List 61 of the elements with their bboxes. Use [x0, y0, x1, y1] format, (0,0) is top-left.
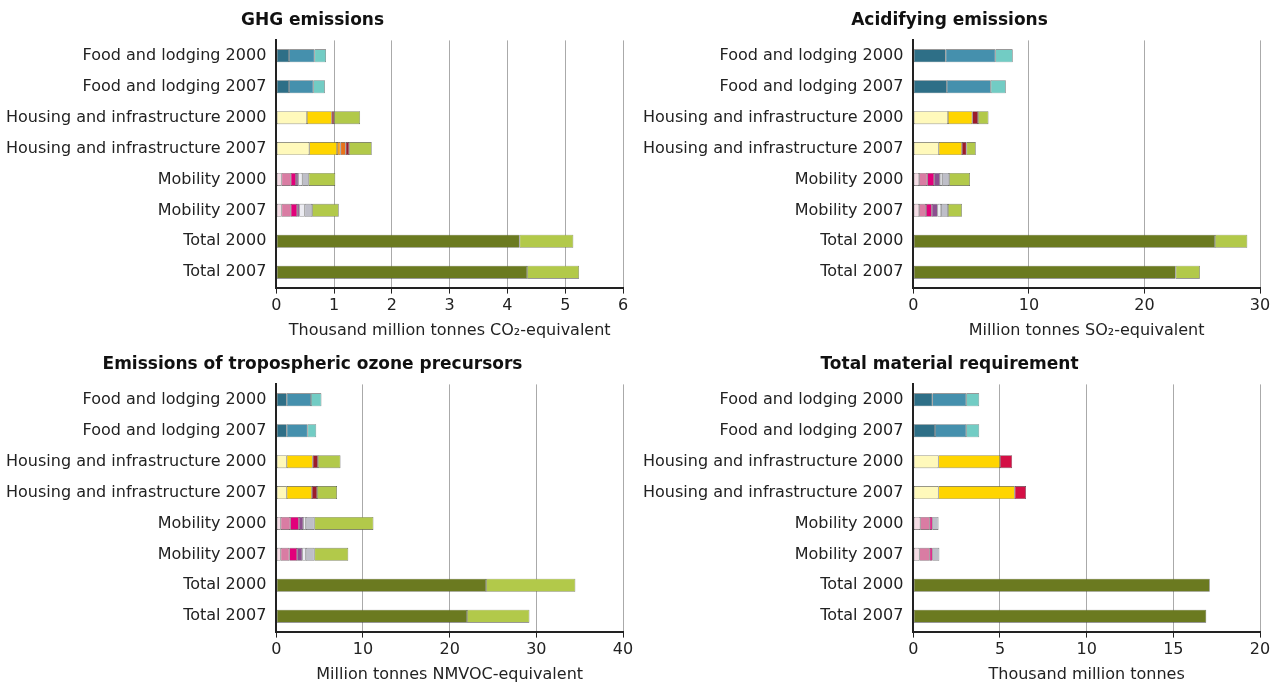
x-tick-label: 20	[439, 639, 460, 659]
x-axis-title: Thousand million tonnes	[987, 663, 1185, 683]
y-tick-label: Mobility 2000	[794, 512, 904, 532]
x-tick-label: 5	[560, 295, 571, 315]
chart-title: GHG emissions	[240, 8, 385, 29]
y-tick-label: Food and lodging 2000	[719, 45, 904, 65]
x-tick-label: 5	[994, 639, 1006, 659]
y-tick-label: Mobility 2000	[157, 168, 267, 188]
x-tick-label: 6	[617, 295, 629, 315]
y-tick-label: Housing and infrastructure 2007	[643, 481, 904, 501]
y-tick-label: Food and lodging 2000	[82, 45, 267, 65]
chart-title: Emissions of tropospheric ozone precursors	[102, 352, 523, 373]
y-tick-label: Total 2000	[182, 574, 267, 594]
x-tick-label: 30	[526, 639, 547, 659]
x-tick-label: 4	[502, 295, 513, 315]
x-tick-label: 0	[908, 295, 919, 315]
y-tick-label: Food and lodging 2007	[82, 419, 267, 439]
chart-title: Total material requirement	[820, 352, 1079, 373]
x-tick-label: 3	[444, 295, 455, 315]
y-tick-label: Housing and infrastructure 2000	[6, 106, 267, 126]
y-tick-label: Mobility 2007	[794, 543, 904, 563]
y-tick-label: Total 2007	[819, 605, 904, 625]
x-axis-title: Thousand million tonnes CO₂-equivalent	[287, 319, 611, 339]
y-tick-label: Food and lodging 2000	[82, 389, 267, 409]
y-tick-label: Housing and infrastructure 2007	[6, 481, 267, 501]
x-tick-label: 10	[352, 639, 374, 659]
x-axis-title: Million tonnes NMVOC-equivalent	[316, 663, 584, 683]
y-tick-label: Mobility 2000	[157, 512, 267, 532]
y-tick-label: Total 2000	[819, 230, 904, 250]
x-axis-title: Million tonnes SO₂-equivalent	[968, 319, 1205, 339]
x-tick-label: 15	[1163, 639, 1184, 659]
x-tick-label: 30	[1249, 295, 1271, 315]
y-tick-label: Total 2000	[182, 230, 267, 250]
x-tick-label: 0	[271, 639, 282, 659]
y-tick-label: Mobility 2000	[794, 168, 904, 188]
x-tick-label: 2	[386, 295, 397, 315]
x-tick-label: 10	[1076, 639, 1097, 659]
y-tick-label: Mobility 2007	[794, 199, 904, 219]
y-tick-label: Total 2000	[819, 574, 904, 594]
y-tick-label: Food and lodging 2000	[719, 389, 904, 409]
y-tick-label: Food and lodging 2007	[719, 75, 904, 95]
chart-title: Acidifying emissions	[851, 8, 1048, 29]
y-tick-label: Housing and infrastructure 2007	[6, 137, 267, 157]
y-tick-label: Housing and infrastructure 2000	[643, 106, 904, 126]
y-tick-label: Housing and infrastructure 2000	[643, 450, 904, 470]
y-tick-label: Mobility 2007	[157, 199, 267, 219]
x-tick-label: 0	[271, 295, 282, 315]
x-tick-label: 10	[1018, 295, 1040, 315]
y-tick-label: Food and lodging 2007	[719, 419, 904, 439]
x-tick-label: 40	[612, 639, 634, 659]
y-tick-label: Food and lodging 2007	[82, 75, 267, 95]
y-tick-label: Housing and infrastructure 2007	[643, 137, 904, 157]
y-tick-label: Total 2007	[819, 261, 904, 281]
y-tick-label: Mobility 2007	[157, 543, 267, 563]
x-tick-label: 20	[1249, 639, 1271, 659]
y-tick-label: Total 2007	[182, 261, 267, 281]
y-tick-label: Total 2007	[182, 605, 267, 625]
x-tick-label: 0	[908, 639, 919, 659]
x-tick-label: 20	[1134, 295, 1155, 315]
x-tick-label: 1	[329, 295, 340, 315]
y-tick-label: Housing and infrastructure 2000	[6, 450, 267, 470]
